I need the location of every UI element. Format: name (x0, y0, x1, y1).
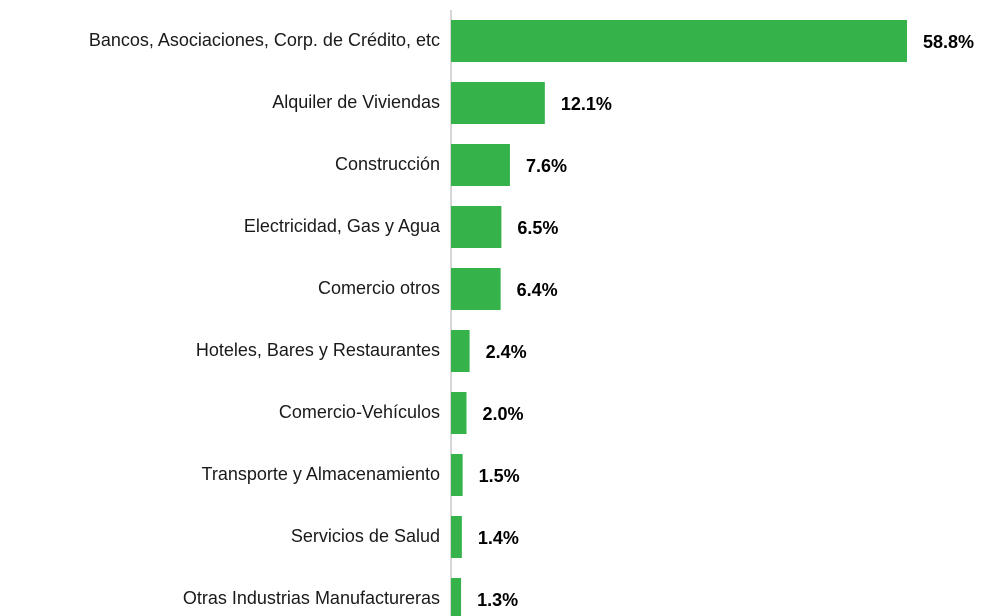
value-label: 1.4% (478, 528, 519, 548)
bar (451, 392, 467, 434)
category-label: Comercio otros (318, 278, 440, 298)
bar (451, 516, 462, 558)
value-label: 1.5% (479, 466, 520, 486)
bar (451, 206, 502, 248)
value-label: 58.8% (923, 32, 974, 52)
bar (451, 20, 907, 62)
bar (451, 578, 462, 616)
value-label: 7.6% (526, 156, 567, 176)
category-label: Comercio-Vehículos (279, 402, 440, 422)
category-label: Transporte y Almacenamiento (202, 464, 440, 484)
category-label: Alquiler de Viviendas (272, 92, 440, 112)
value-label: 12.1% (561, 94, 612, 114)
bar (451, 268, 501, 310)
category-label: Bancos, Asociaciones, Corp. de Crédito, … (89, 30, 440, 50)
value-label: 6.5% (517, 218, 558, 238)
category-label: Otras Industrias Manufactureras (183, 588, 440, 608)
category-label: Servicios de Salud (291, 526, 440, 546)
value-label: 2.4% (486, 342, 527, 362)
bar (451, 144, 510, 186)
value-label: 2.0% (483, 404, 524, 424)
category-label: Construcción (335, 154, 440, 174)
bar (451, 330, 470, 372)
value-label: 1.3% (477, 590, 518, 610)
category-label: Hoteles, Bares y Restaurantes (196, 340, 440, 360)
value-label: 6.4% (517, 280, 558, 300)
bar (451, 82, 545, 124)
category-label: Electricidad, Gas y Agua (244, 216, 441, 236)
bar (451, 454, 463, 496)
